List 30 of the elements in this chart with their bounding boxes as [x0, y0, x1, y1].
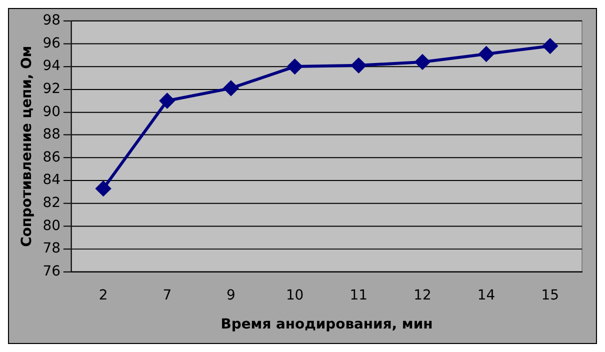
x-tick-label: 7	[162, 288, 172, 304]
y-axis-title: Сопротивление цепи, Ом	[18, 46, 35, 247]
y-tick-label: 94	[42, 58, 61, 74]
x-tick-label: 11	[350, 288, 368, 304]
y-tick-label: 82	[42, 195, 60, 212]
x-tick-label: 10	[286, 288, 304, 304]
y-tick-label: 80	[42, 218, 60, 234]
y-tick-label: 86	[42, 149, 60, 166]
point	[160, 93, 175, 108]
y-tick-label: 90	[42, 104, 60, 120]
x-tick-label: 14	[477, 288, 496, 304]
y-tick-label: 92	[42, 80, 60, 97]
point	[542, 38, 558, 54]
y-tick-label: 98	[42, 12, 60, 29]
x-tick-label: 12	[414, 288, 432, 304]
y-tick-label: 76	[42, 263, 60, 280]
point	[414, 54, 430, 70]
y-tick-label: 96	[42, 35, 60, 52]
point	[478, 46, 494, 62]
x-tick-label: 15	[541, 288, 560, 304]
x-tick-label: 2	[98, 288, 108, 304]
point	[351, 58, 366, 73]
y-tick-label: 78	[42, 240, 60, 257]
y-tick-label: 88	[42, 126, 60, 143]
x-tick-label: 9	[226, 288, 236, 304]
point	[224, 80, 238, 96]
point	[96, 181, 111, 196]
x-axis-title: Время анодирования, мин	[220, 316, 433, 332]
point	[287, 59, 302, 74]
y-tick-label: 84	[42, 172, 61, 188]
